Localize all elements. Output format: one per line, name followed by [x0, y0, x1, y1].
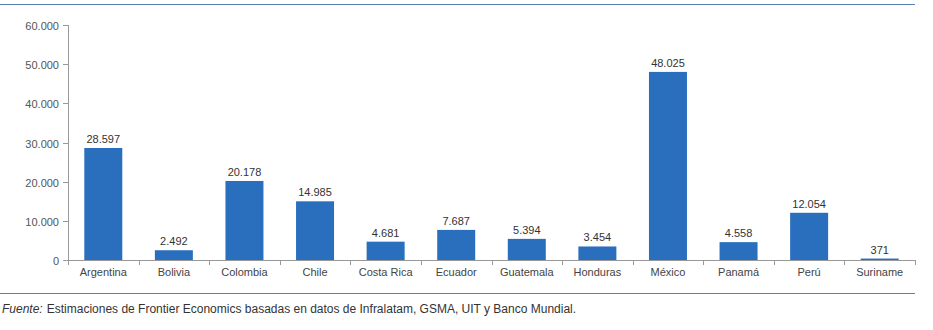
x-tick — [350, 260, 351, 265]
x-tick-label: Panamá — [718, 266, 760, 278]
chart: 0 10.000 20.000 30.000 40.000 50.000 60.000 Arg… — [0, 0, 933, 330]
x-tick-label: Costa Rica — [359, 266, 414, 278]
x-tick — [844, 260, 845, 265]
x-tick — [68, 260, 69, 265]
y-tick — [63, 260, 68, 261]
y-tick-label: 40.000 — [25, 98, 59, 110]
y-tick-label: 10.000 — [25, 216, 59, 228]
x-tick-label: Chile — [303, 266, 328, 278]
data-label: 7.687 — [442, 215, 470, 227]
x-tick-label: Guatemala — [500, 266, 555, 278]
source-note: Fuente: Estimaciones de Frontier Economic… — [2, 302, 576, 316]
source-prefix: Fuente: — [2, 302, 43, 316]
data-label: 20.178 — [228, 166, 262, 178]
bar — [649, 72, 687, 260]
bar — [296, 201, 334, 260]
bottom-rule — [0, 293, 915, 294]
bar — [155, 250, 193, 260]
x-tick-label: Suriname — [856, 266, 903, 278]
top-rule — [0, 4, 915, 5]
bar — [578, 246, 616, 260]
x-tick-label: Ecuador — [436, 266, 477, 278]
y-tick-label: 30.000 — [25, 138, 59, 150]
x-tick — [774, 260, 775, 265]
x-tick — [421, 260, 422, 265]
data-label: 28.597 — [86, 133, 120, 145]
x-tick — [280, 260, 281, 265]
x-tick — [633, 260, 634, 265]
bar — [225, 181, 263, 260]
source-text: Estimaciones de Frontier Economics basad… — [47, 302, 576, 316]
y-tick — [63, 182, 68, 183]
y-tick — [63, 64, 68, 65]
bar — [790, 213, 828, 260]
x-tick — [562, 260, 563, 265]
x-tick-label: Bolivia — [158, 266, 191, 278]
y-tick-label: 0 — [53, 255, 59, 267]
bar — [367, 242, 405, 260]
y-axis — [68, 25, 69, 260]
y-tick-label: 50.000 — [25, 59, 59, 71]
x-tick — [915, 260, 916, 265]
data-label: 4.681 — [372, 227, 400, 239]
bar — [508, 239, 546, 260]
bar — [437, 230, 475, 260]
y-tick-label: 20.000 — [25, 177, 59, 189]
data-label: 371 — [871, 244, 889, 256]
y-tick — [63, 143, 68, 144]
x-tick-label: Colombia — [221, 266, 268, 278]
x-tick — [209, 260, 210, 265]
bar — [84, 148, 122, 260]
x-axis — [68, 260, 915, 261]
x-tick-label: Argentina — [80, 266, 128, 278]
data-label: 14.985 — [298, 186, 332, 198]
bar — [720, 242, 758, 260]
x-tick — [139, 260, 140, 265]
data-label: 12.054 — [792, 198, 826, 210]
x-tick-label: Perú — [798, 266, 821, 278]
data-label: 5.394 — [513, 224, 541, 236]
bars — [84, 72, 898, 260]
y-tick-label: 60.000 — [25, 20, 59, 32]
x-tick-label: Honduras — [574, 266, 622, 278]
data-label: 2.492 — [160, 235, 188, 247]
y-tick — [63, 25, 68, 26]
x-tick-label: México — [651, 266, 686, 278]
data-label: 4.558 — [725, 227, 753, 239]
data-label: 48.025 — [651, 57, 685, 69]
y-tick — [63, 221, 68, 222]
x-tick — [492, 260, 493, 265]
x-tick — [703, 260, 704, 265]
y-tick — [63, 103, 68, 104]
data-label: 3.454 — [584, 231, 612, 243]
bar — [861, 259, 899, 260]
